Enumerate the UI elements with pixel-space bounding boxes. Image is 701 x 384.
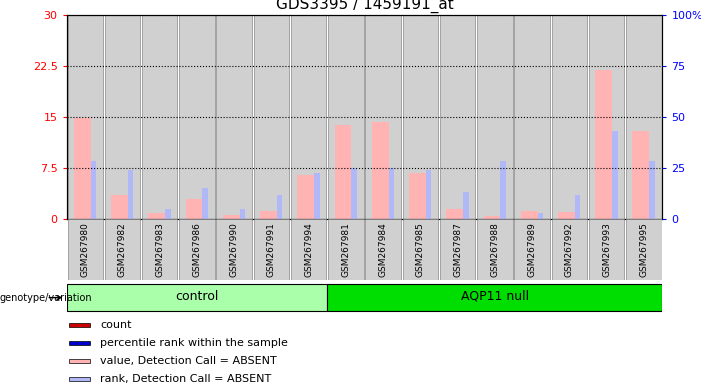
- Bar: [104, 15, 140, 219]
- Text: control: control: [175, 290, 219, 303]
- Bar: [260, 211, 277, 219]
- Bar: [179, 15, 215, 219]
- Bar: [515, 219, 550, 280]
- Bar: [552, 15, 587, 219]
- Text: GSM267982: GSM267982: [118, 222, 127, 277]
- Bar: [484, 216, 501, 219]
- Bar: [440, 15, 475, 219]
- Bar: [589, 219, 625, 280]
- Bar: [538, 214, 543, 219]
- Text: rank, Detection Call = ABSENT: rank, Detection Call = ABSENT: [100, 374, 271, 384]
- Bar: [291, 219, 327, 280]
- Text: percentile rank within the sample: percentile rank within the sample: [100, 338, 288, 348]
- Bar: [67, 284, 327, 311]
- Bar: [409, 173, 426, 219]
- Bar: [626, 15, 662, 219]
- Text: GSM267986: GSM267986: [193, 222, 201, 277]
- Bar: [626, 219, 662, 280]
- Bar: [477, 219, 512, 280]
- Bar: [328, 15, 364, 219]
- Bar: [372, 122, 388, 219]
- Bar: [142, 219, 177, 280]
- Bar: [402, 15, 438, 219]
- Bar: [149, 214, 165, 219]
- Bar: [334, 125, 351, 219]
- Bar: [365, 15, 401, 219]
- Bar: [142, 15, 177, 219]
- Bar: [463, 192, 468, 219]
- Bar: [254, 15, 289, 219]
- Text: GSM267985: GSM267985: [416, 222, 425, 277]
- Bar: [69, 341, 90, 345]
- Bar: [69, 377, 90, 381]
- Bar: [388, 168, 394, 219]
- Bar: [203, 189, 208, 219]
- Text: count: count: [100, 320, 132, 330]
- Bar: [426, 170, 431, 219]
- Text: GSM267984: GSM267984: [379, 222, 388, 277]
- Bar: [632, 131, 649, 219]
- Text: GSM267990: GSM267990: [230, 222, 238, 277]
- Bar: [447, 209, 463, 219]
- Bar: [351, 168, 357, 219]
- Bar: [328, 219, 364, 280]
- Text: genotype/variation: genotype/variation: [0, 293, 93, 303]
- Text: GSM267987: GSM267987: [453, 222, 462, 277]
- Bar: [595, 70, 612, 219]
- Text: GSM267991: GSM267991: [267, 222, 276, 277]
- Text: GSM267994: GSM267994: [304, 222, 313, 277]
- Bar: [314, 173, 320, 219]
- Text: GSM267988: GSM267988: [491, 222, 499, 277]
- Bar: [179, 219, 215, 280]
- Bar: [477, 15, 512, 219]
- Bar: [402, 219, 438, 280]
- Bar: [90, 161, 96, 219]
- Bar: [521, 212, 538, 219]
- Bar: [254, 219, 289, 280]
- Bar: [186, 199, 203, 219]
- Bar: [552, 219, 587, 280]
- Bar: [67, 15, 103, 219]
- Bar: [515, 15, 550, 219]
- Bar: [69, 359, 90, 363]
- Title: GDS3395 / 1459191_at: GDS3395 / 1459191_at: [275, 0, 454, 13]
- Bar: [649, 161, 655, 219]
- Bar: [223, 215, 240, 219]
- Bar: [589, 15, 625, 219]
- Bar: [217, 219, 252, 280]
- Bar: [217, 15, 252, 219]
- Bar: [240, 209, 245, 219]
- Bar: [501, 161, 506, 219]
- Bar: [165, 209, 170, 219]
- Bar: [575, 195, 580, 219]
- Bar: [104, 219, 140, 280]
- Bar: [67, 219, 103, 280]
- Text: GSM267989: GSM267989: [528, 222, 536, 277]
- Bar: [111, 195, 128, 219]
- Bar: [365, 219, 401, 280]
- Bar: [558, 212, 575, 219]
- Text: GSM267992: GSM267992: [565, 222, 574, 277]
- Text: GSM267993: GSM267993: [602, 222, 611, 277]
- Bar: [74, 119, 90, 219]
- Bar: [297, 175, 314, 219]
- Bar: [69, 323, 90, 327]
- Bar: [291, 15, 327, 219]
- Text: GSM267995: GSM267995: [639, 222, 648, 277]
- Text: GSM267980: GSM267980: [81, 222, 90, 277]
- Bar: [612, 131, 618, 219]
- Text: value, Detection Call = ABSENT: value, Detection Call = ABSENT: [100, 356, 277, 366]
- Text: AQP11 null: AQP11 null: [461, 290, 529, 303]
- Text: GSM267983: GSM267983: [155, 222, 164, 277]
- Text: GSM267981: GSM267981: [341, 222, 350, 277]
- Bar: [128, 170, 133, 219]
- Bar: [440, 219, 475, 280]
- Bar: [327, 284, 662, 311]
- Bar: [277, 195, 283, 219]
